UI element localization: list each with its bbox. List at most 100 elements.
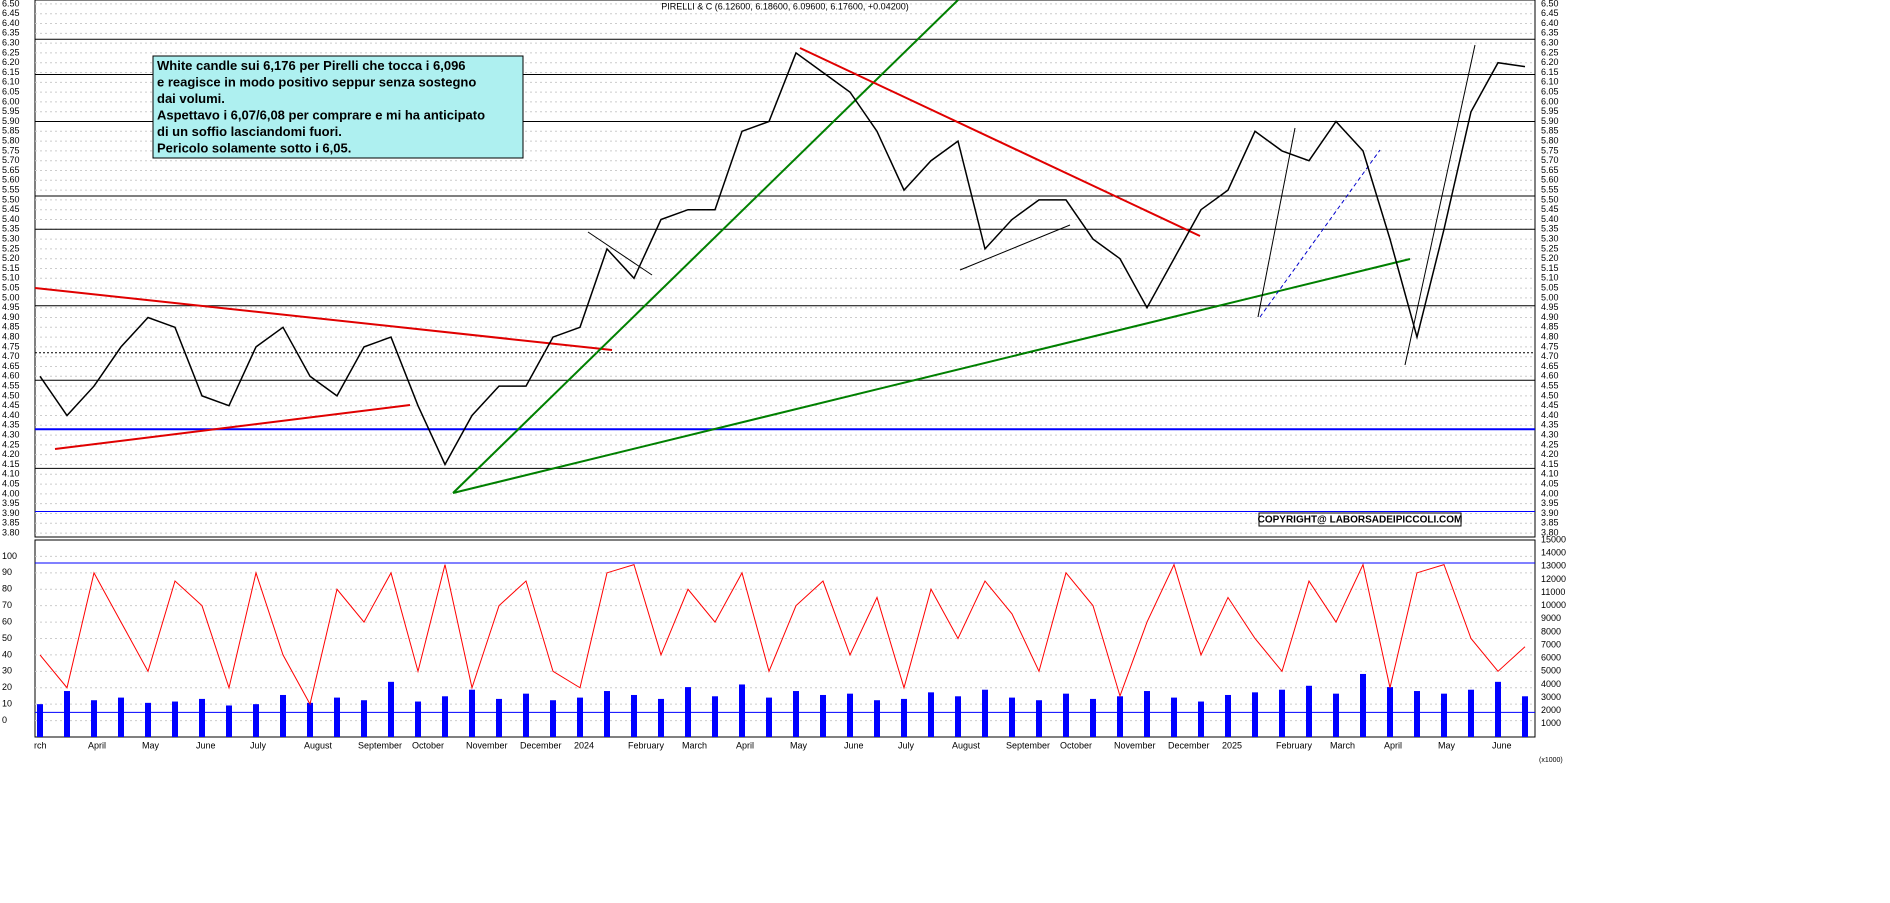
volume-bar [1036,700,1042,737]
y-tick-label: 5.10 [2,273,20,283]
volume-bar [145,702,151,737]
volume-tick-label: 13000 [1541,561,1566,571]
osc-tick-label: 70 [2,600,12,610]
y-tick-label: 6.05 [1541,86,1559,96]
y-tick-label: 5.50 [2,194,20,204]
volume-tick-label: 6000 [1541,653,1561,663]
trendline [34,287,613,351]
y-tick-label: 6.20 [1541,57,1559,67]
y-tick-label: 6.45 [2,8,20,18]
y-tick-label: 4.80 [1541,331,1559,341]
volume-bar [1198,701,1204,737]
y-tick-label: 6.50 [2,0,20,8]
x-tick-label: December [520,740,562,750]
y-tick-label: 5.15 [2,263,20,273]
y-tick-label: 5.00 [2,292,20,302]
y-tick-label: 5.95 [1541,106,1559,116]
volume-bar [982,689,988,737]
volume-bar [1495,681,1501,737]
volume-bar [577,697,583,737]
volume-tick-label: 9000 [1541,613,1561,623]
y-tick-label: 4.10 [1541,469,1559,479]
y-tick-label: 3.95 [1541,498,1559,508]
volume-bar [469,689,475,737]
annotation-line: Aspettavo i 6,07/6,08 per comprare e mi … [157,108,485,123]
y-tick-label: 4.85 [2,322,20,332]
annotation-line: White candle sui 6,176 per Pirelli che t… [157,58,466,73]
x-tick-label: August [304,740,333,750]
volume-bar [523,693,529,737]
y-tick-label: 4.25 [2,439,20,449]
y-tick-label: 4.60 [1541,371,1559,381]
y-tick-label: 5.80 [2,135,20,145]
volume-tick-label: 5000 [1541,666,1561,676]
volume-bar [307,702,313,737]
volume-tick-label: 1000 [1541,718,1561,728]
osc-tick-label: 10 [2,699,12,709]
volume-tick-label: 7000 [1541,639,1561,649]
volume-bar [1333,693,1339,737]
y-tick-label: 5.10 [1541,273,1559,283]
volume-bar [1414,691,1420,737]
volume-tick-label: 8000 [1541,626,1561,636]
x-tick-label: June [844,740,864,750]
volume-bar [901,698,907,737]
volume-bar [172,701,178,737]
y-tick-label: 5.55 [1541,184,1559,194]
osc-tick-label: 40 [2,649,12,659]
volume-tick-label: 15000 [1541,534,1566,544]
volume-bar [1306,685,1312,737]
x-tick-label: April [1384,740,1402,750]
y-tick-label: 5.00 [1541,292,1559,302]
y-tick-label: 3.90 [1541,508,1559,518]
y-tick-label: 5.70 [1541,155,1559,165]
volume-bar [1468,689,1474,737]
y-tick-label: 6.50 [1541,0,1559,8]
y-tick-label: 6.10 [2,77,20,87]
y-tick-label: 5.05 [2,282,20,292]
y-tick-label: 3.80 [2,527,20,537]
y-tick-label: 5.35 [2,224,20,234]
x-tick-label: November [466,740,508,750]
y-tick-label: 3.90 [2,508,20,518]
y-tick-label: 5.75 [2,145,20,155]
y-tick-label: 4.40 [2,410,20,420]
x-tick-label: 2025 [1222,740,1242,750]
y-tick-label: 4.30 [2,429,20,439]
y-tick-label: 6.25 [1541,47,1559,57]
y-tick-label: 4.00 [2,488,20,498]
annotation-line: dai volumi. [157,91,225,106]
x-tick-label: 2024 [574,740,594,750]
x-tick-label: May [790,740,808,750]
x-tick-label: March [682,740,707,750]
volume-bar [1279,689,1285,737]
y-tick-label: 5.60 [1541,175,1559,185]
y-tick-label: 4.90 [2,312,20,322]
annotation-line: e reagisce in modo positivo seppur senza… [157,75,476,90]
y-tick-label: 4.50 [2,390,20,400]
y-tick-label: 5.50 [1541,194,1559,204]
y-tick-label: 5.85 [2,126,20,136]
x-tick-label: October [412,740,444,750]
osc-tick-label: 60 [2,616,12,626]
volume-bar [280,694,286,737]
volume-bar [658,698,664,737]
volume-bar [1171,697,1177,737]
y-tick-label: 5.40 [1541,214,1559,224]
volume-bar [847,693,853,737]
y-tick-label: 6.40 [2,18,20,28]
volume-bar [1360,673,1366,737]
x-tick-label: May [142,740,160,750]
x-tick-label: rch [34,740,47,750]
y-tick-label: 4.15 [1541,459,1559,469]
y-tick-label: 5.40 [2,214,20,224]
x-tick-label: November [1114,740,1156,750]
y-tick-label: 4.70 [1541,351,1559,361]
trendline [452,258,1411,494]
y-tick-label: 4.70 [2,351,20,361]
y-tick-label: 4.55 [2,380,20,390]
volume-bar [1225,694,1231,737]
volume-tick-label: 11000 [1541,587,1565,597]
volume-bar [334,697,340,737]
